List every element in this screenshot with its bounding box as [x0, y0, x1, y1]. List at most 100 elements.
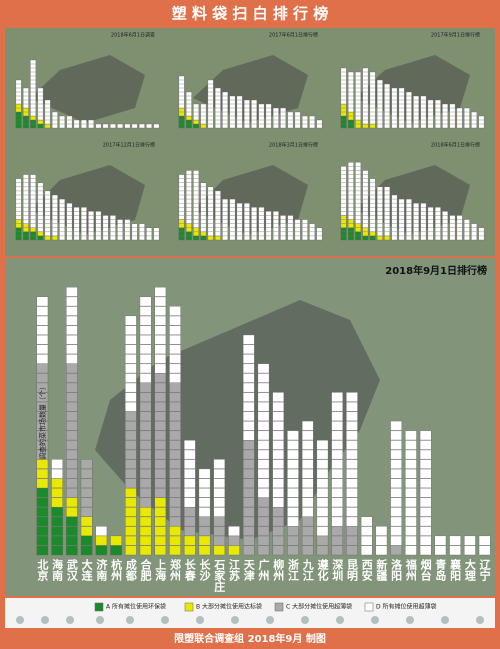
bar-segment — [66, 202, 73, 241]
bar-segment — [434, 99, 441, 129]
bar-segment — [427, 99, 434, 129]
bar-segment — [153, 227, 160, 241]
bar-segment — [153, 123, 160, 129]
y-axis-label: 调查的菜市场数量（个） — [38, 383, 47, 460]
bar-segment — [200, 235, 207, 241]
legend-label: A 所有摊位使用环保袋 — [106, 603, 166, 611]
x-tick-label: 合肥 — [139, 558, 152, 582]
bar-segment — [242, 334, 255, 441]
x-tick-label: 成都 — [124, 558, 138, 582]
bar-segment — [51, 478, 63, 508]
bar-segment — [478, 227, 485, 241]
x-tick-label: 九江 — [301, 558, 315, 582]
bar-segment — [185, 170, 192, 224]
bar-segment — [251, 99, 258, 129]
bar-segment — [265, 211, 272, 241]
x-tick-label: 青岛 — [434, 558, 447, 582]
bar-segment — [213, 516, 226, 546]
bar-segment — [30, 174, 37, 228]
bar-segment — [384, 83, 391, 129]
bar-segment — [384, 235, 391, 241]
x-tick-label: 广州 — [257, 558, 271, 582]
footer-text: 限塑联合调查组 2018年9月 制图 — [174, 632, 326, 645]
bar-segment — [109, 123, 116, 129]
bar-segment — [185, 115, 192, 121]
mini-title: 2018年3月1日排行榜 — [269, 142, 318, 149]
bar-segment — [390, 545, 402, 556]
legend-swatch — [274, 602, 284, 612]
bar-segment — [22, 87, 29, 109]
bar-segment — [139, 506, 152, 556]
bar-segment — [15, 227, 22, 241]
legend-label: B 大部分摊位使用达标袋 — [196, 603, 262, 611]
legend-swatch — [364, 602, 374, 612]
bar-segment — [236, 202, 243, 241]
mini-map — [193, 55, 308, 123]
bar-segment — [139, 382, 152, 508]
bar-segment — [214, 190, 221, 237]
bar-segment — [95, 526, 108, 537]
bar-segment — [222, 91, 229, 129]
x-tick-label: 天津 — [242, 559, 255, 582]
bar-segment — [36, 296, 49, 364]
bar-segment — [169, 526, 181, 556]
bar-segment — [294, 219, 301, 241]
bar-segment — [110, 545, 122, 556]
bar-segment — [390, 420, 402, 546]
x-tick-label: 海南 — [51, 558, 64, 582]
page-title: 塑 料 袋 扫 白 排 行 榜 — [172, 5, 329, 23]
mini-map — [355, 165, 470, 235]
bar-segment — [362, 123, 369, 129]
x-tick-label: 洛阳 — [390, 558, 403, 582]
bar-segment — [22, 115, 29, 129]
mini-title: 2017年9月1日排行榜 — [431, 32, 480, 39]
bar-segment — [413, 202, 420, 241]
bar-segment — [369, 123, 376, 129]
x-tick-label: 郑州 — [169, 558, 183, 582]
chart-title: 2018年9月1日排行榜 — [385, 264, 487, 277]
bar-segment — [36, 459, 49, 489]
bar-segment — [442, 211, 449, 241]
mini-title: 2017年6月1日排行榜 — [269, 32, 318, 39]
bar-segment — [463, 219, 470, 241]
bar-segment — [125, 487, 137, 556]
bar-segment — [59, 115, 66, 129]
x-tick-label: 遵化 — [316, 558, 329, 582]
bar-segment — [355, 162, 362, 224]
bar-segment — [369, 231, 376, 237]
x-tick-label: 济南 — [95, 558, 108, 582]
bar-segment — [183, 440, 196, 508]
bar-segment — [138, 123, 145, 129]
bar-segment — [37, 119, 44, 125]
bar-segment — [51, 506, 63, 556]
mini-title: 2018年6月1日调查 — [111, 32, 155, 39]
mini-title: 2018年6月1日排行榜 — [431, 142, 480, 149]
x-tick-label: 深圳 — [331, 558, 344, 582]
bar-segment — [243, 99, 250, 129]
bar-segment — [36, 487, 49, 556]
bar-segment — [272, 211, 279, 241]
bar-segment — [362, 235, 369, 241]
bar-segment — [102, 123, 109, 129]
logos — [16, 616, 484, 624]
bar-segment — [139, 296, 152, 384]
bar-segment — [214, 235, 221, 241]
mini-map — [30, 55, 145, 123]
bar-segment — [243, 202, 250, 241]
x-tick-label: 烟台 — [419, 558, 432, 582]
bar-segment — [66, 115, 73, 129]
bar-segment — [287, 526, 299, 556]
bar-segment — [213, 545, 226, 556]
mini-map — [30, 165, 145, 235]
bar-segment — [340, 115, 347, 129]
bar-segment — [207, 235, 214, 241]
x-tick-label: 新疆 — [375, 558, 388, 581]
bar-segment — [193, 119, 200, 125]
bar-segment — [44, 190, 51, 237]
x-tick-label: 浙江 — [286, 558, 299, 582]
bar-segment — [340, 227, 347, 241]
bar-segment — [88, 211, 95, 241]
bar-segment — [30, 227, 37, 233]
x-tick-label: 西安 — [360, 559, 373, 582]
bar-segment — [456, 107, 463, 129]
